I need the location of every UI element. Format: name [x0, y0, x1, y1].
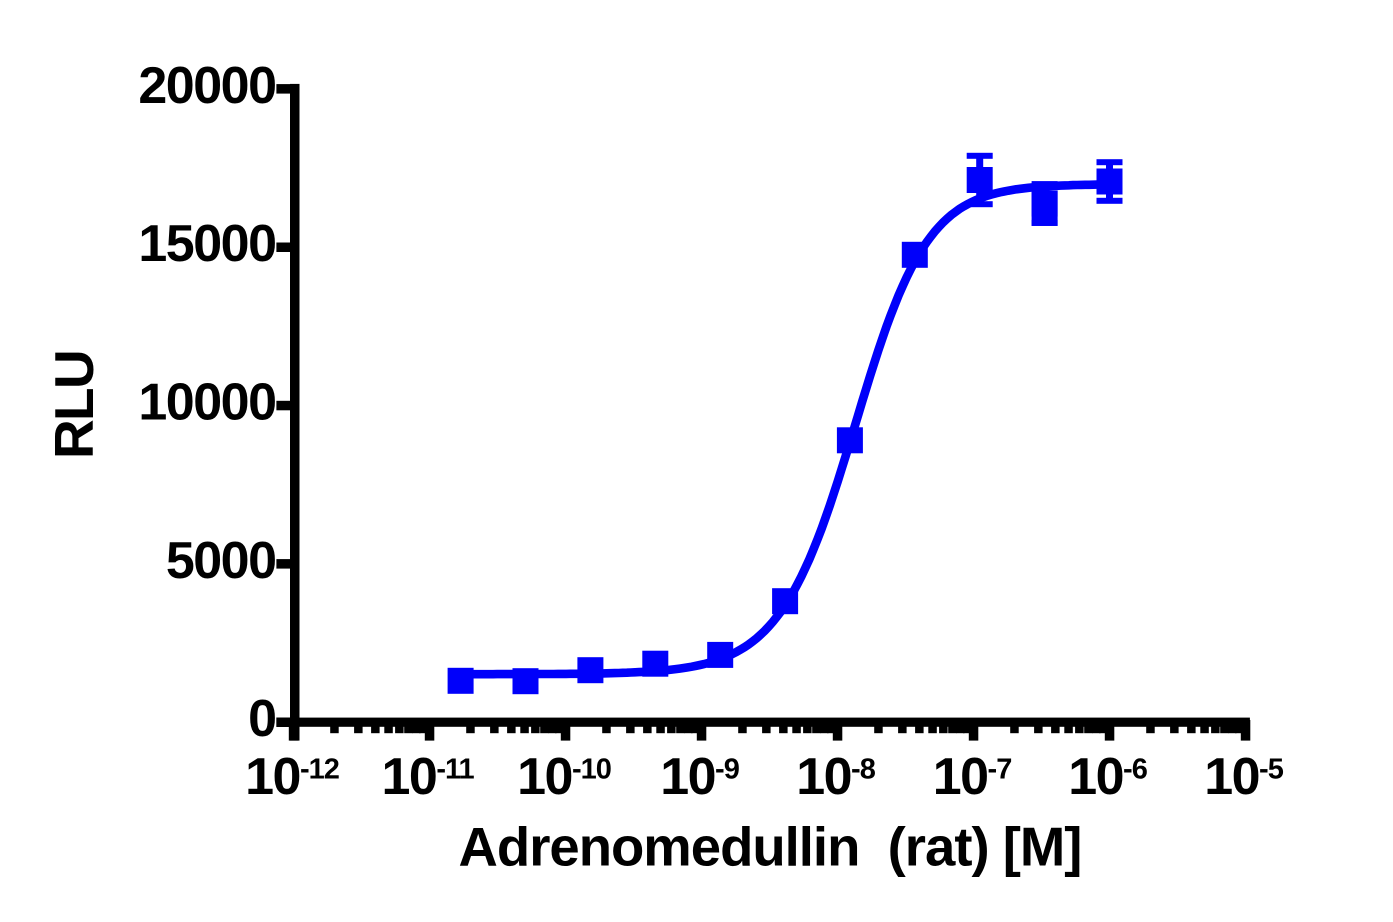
svg-text:RLU: RLU [43, 351, 105, 459]
svg-text:10-12: 10-12 [245, 748, 339, 806]
svg-text:10000: 10000 [138, 374, 275, 432]
svg-text:20000: 20000 [138, 57, 275, 115]
svg-text:5000: 5000 [166, 532, 276, 590]
svg-text:Adrenomedullin (rat) [M]: Adrenomedullin (rat) [M] [459, 816, 1082, 877]
svg-text:15000: 15000 [138, 215, 275, 273]
svg-text:0: 0 [248, 690, 275, 748]
